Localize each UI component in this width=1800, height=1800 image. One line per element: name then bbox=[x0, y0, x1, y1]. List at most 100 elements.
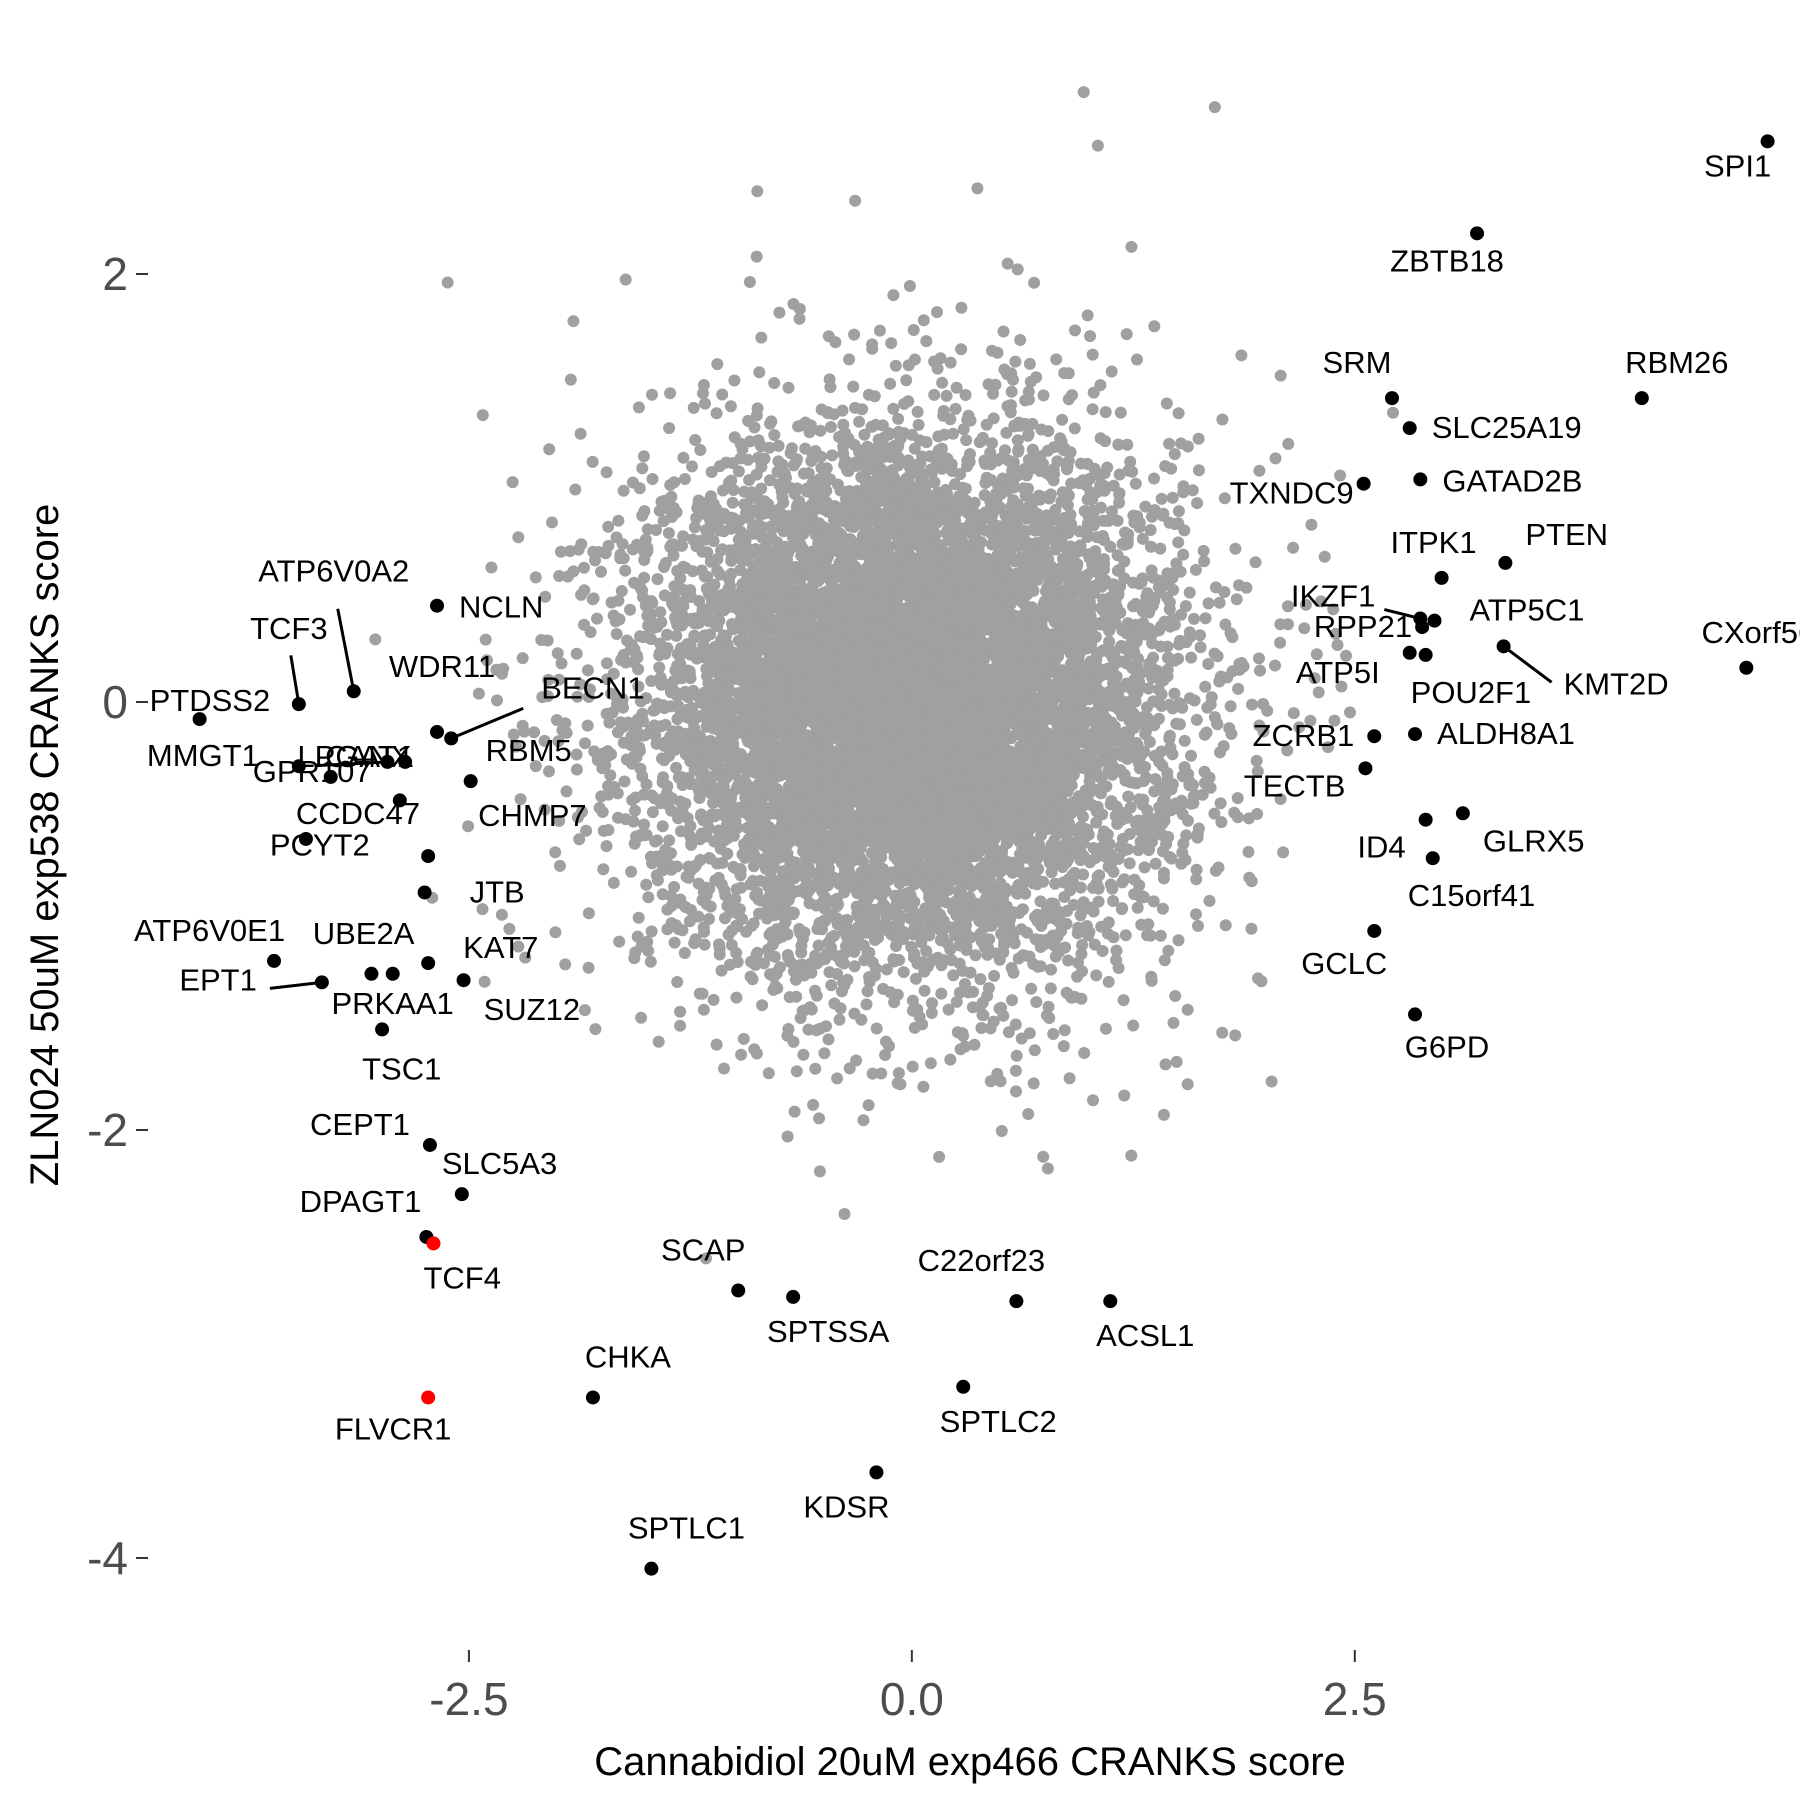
background-point bbox=[602, 520, 615, 533]
background-point bbox=[700, 662, 713, 675]
background-points bbox=[369, 86, 1399, 1265]
background-point bbox=[570, 763, 583, 776]
background-point bbox=[1062, 954, 1075, 967]
background-point bbox=[1077, 850, 1090, 863]
background-point bbox=[642, 891, 655, 904]
background-point bbox=[1185, 749, 1197, 762]
background-point bbox=[1028, 1044, 1041, 1057]
background-point bbox=[591, 612, 603, 625]
background-point bbox=[589, 554, 601, 567]
background-point bbox=[900, 374, 913, 387]
background-point bbox=[580, 824, 593, 837]
background-point bbox=[1023, 357, 1036, 370]
background-point bbox=[491, 694, 503, 707]
background-point bbox=[571, 690, 584, 703]
background-point bbox=[574, 427, 587, 440]
background-point bbox=[1087, 1094, 1099, 1107]
background-point bbox=[1178, 734, 1191, 747]
background-point bbox=[975, 1022, 988, 1034]
background-point bbox=[955, 301, 968, 314]
background-point bbox=[1099, 1022, 1112, 1035]
background-point bbox=[1138, 861, 1151, 874]
background-point bbox=[667, 549, 680, 562]
background-point bbox=[884, 986, 897, 999]
background-point bbox=[646, 388, 658, 401]
background-point bbox=[935, 987, 948, 1000]
background-point bbox=[1112, 962, 1125, 974]
background-point bbox=[674, 1005, 687, 1018]
background-point bbox=[1010, 1049, 1023, 1062]
background-point bbox=[790, 1065, 803, 1078]
background-point bbox=[1387, 406, 1399, 419]
background-point bbox=[635, 1011, 648, 1024]
background-point bbox=[1145, 970, 1158, 983]
background-point bbox=[730, 991, 743, 1004]
background-point bbox=[949, 478, 961, 491]
background-point bbox=[570, 748, 583, 761]
background-point bbox=[887, 289, 900, 302]
background-point bbox=[947, 427, 959, 440]
background-point bbox=[1078, 1047, 1091, 1059]
background-point bbox=[829, 336, 842, 349]
background-point bbox=[925, 1007, 938, 1019]
background-point bbox=[574, 678, 587, 691]
background-point bbox=[753, 907, 765, 920]
background-point bbox=[911, 405, 924, 418]
background-point bbox=[665, 490, 678, 503]
background-point bbox=[1022, 1108, 1035, 1120]
background-point bbox=[857, 1114, 870, 1127]
background-point bbox=[476, 409, 489, 422]
background-point bbox=[944, 356, 957, 369]
background-point bbox=[1000, 426, 1013, 439]
background-point bbox=[369, 633, 382, 646]
background-point bbox=[947, 969, 960, 982]
background-point bbox=[858, 428, 871, 441]
background-point bbox=[995, 1001, 1008, 1014]
background-point bbox=[700, 898, 713, 911]
background-point bbox=[538, 734, 551, 747]
background-point bbox=[884, 377, 897, 390]
background-point bbox=[942, 1003, 955, 1016]
background-point bbox=[670, 761, 683, 774]
background-point bbox=[1245, 875, 1258, 888]
background-point bbox=[1009, 355, 1022, 368]
background-point bbox=[675, 825, 687, 838]
background-point bbox=[1168, 448, 1181, 461]
background-point bbox=[885, 337, 898, 350]
background-point bbox=[651, 573, 664, 586]
background-point bbox=[555, 657, 568, 670]
background-point bbox=[662, 527, 675, 540]
background-point bbox=[668, 936, 681, 949]
background-point bbox=[646, 806, 659, 819]
background-point bbox=[936, 376, 949, 389]
background-point bbox=[797, 1048, 810, 1061]
background-point bbox=[686, 460, 698, 473]
background-point bbox=[618, 775, 631, 788]
background-point bbox=[1123, 857, 1136, 870]
background-point bbox=[989, 378, 1002, 391]
background-point bbox=[1277, 846, 1290, 859]
background-point bbox=[1188, 612, 1200, 625]
background-point bbox=[1057, 1040, 1070, 1053]
background-point bbox=[880, 963, 893, 976]
background-point bbox=[595, 565, 607, 578]
background-point bbox=[797, 527, 810, 540]
background-point bbox=[1106, 505, 1118, 518]
background-point bbox=[1246, 698, 1258, 711]
background-point bbox=[1118, 873, 1131, 886]
background-point bbox=[768, 950, 781, 963]
background-point bbox=[1125, 1149, 1138, 1162]
background-point bbox=[1172, 407, 1185, 420]
background-point bbox=[671, 713, 684, 725]
background-point bbox=[678, 947, 691, 959]
background-point bbox=[690, 512, 703, 524]
background-point bbox=[1188, 694, 1201, 707]
background-point bbox=[1160, 397, 1173, 410]
background-point bbox=[1191, 497, 1204, 510]
background-point bbox=[549, 926, 562, 939]
background-point bbox=[1198, 555, 1211, 568]
background-point bbox=[1009, 1018, 1022, 1031]
background-point bbox=[1298, 622, 1311, 635]
background-point bbox=[818, 1047, 831, 1060]
background-point bbox=[677, 451, 690, 464]
